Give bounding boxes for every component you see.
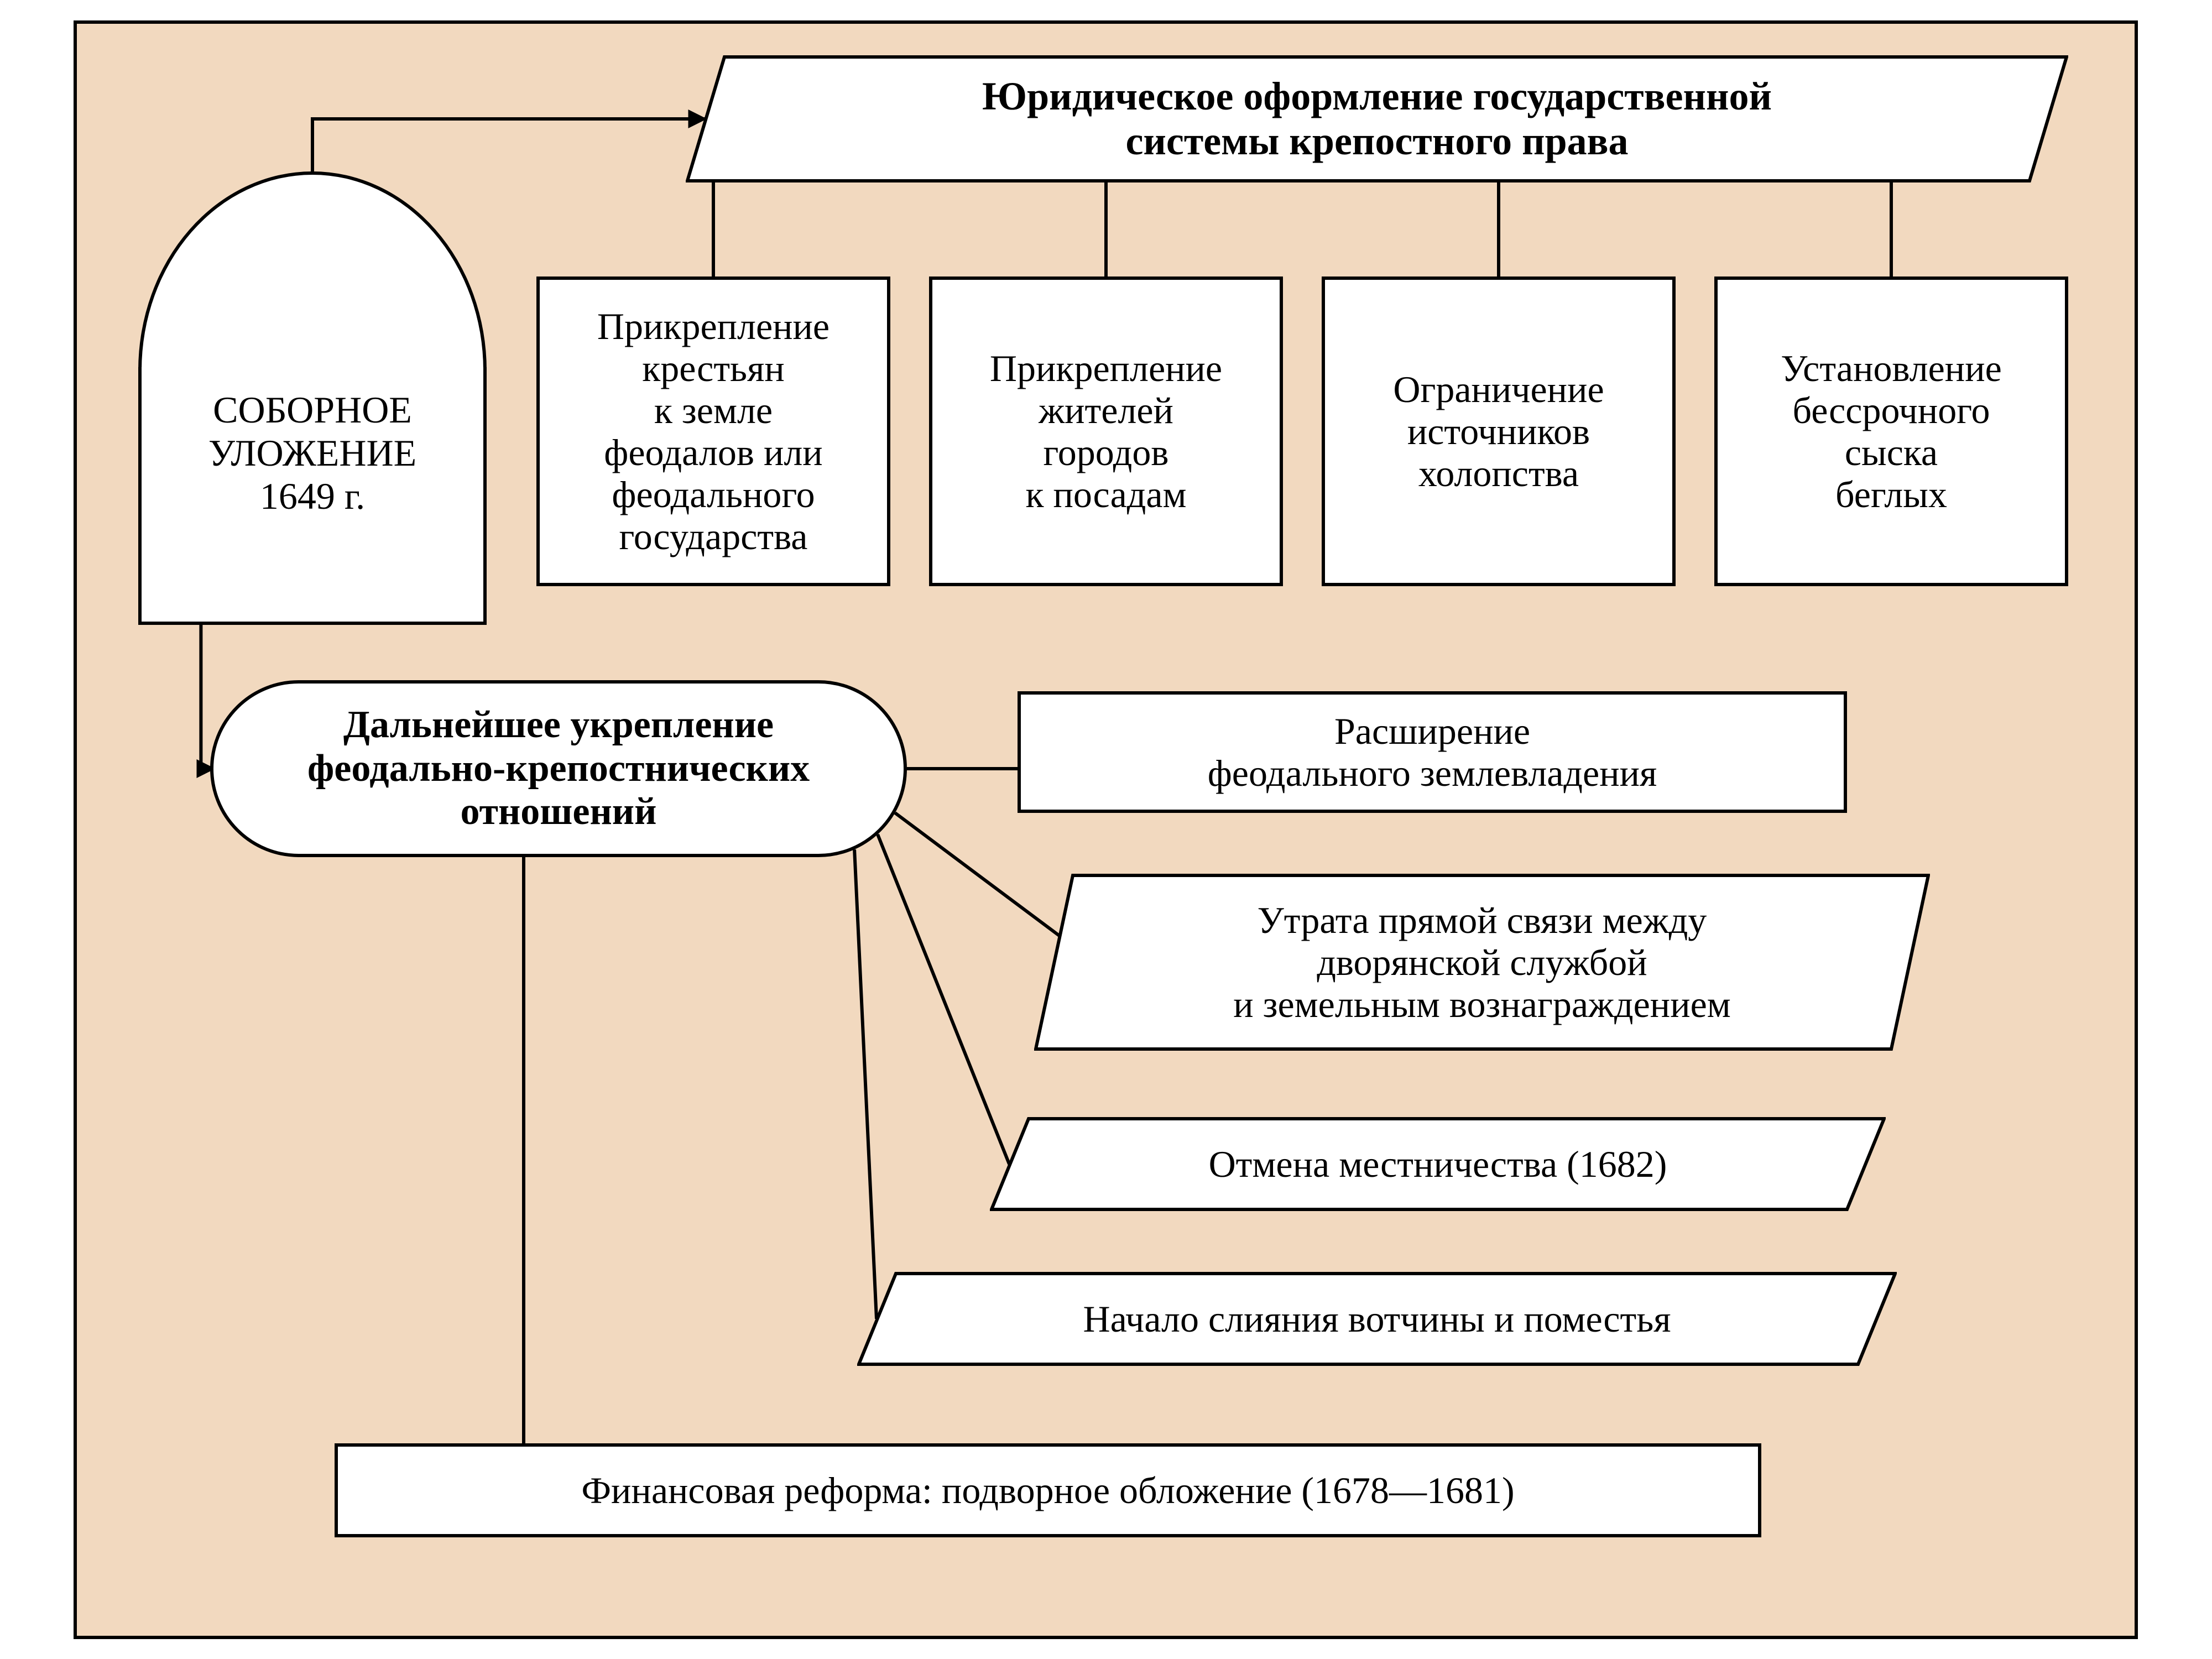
node-b3-text: Отмена местничества (1682) bbox=[1209, 1143, 1667, 1185]
node-title-text: Юридическое оформление государственнойси… bbox=[982, 74, 1772, 163]
node-a1-text: Прикреплениекрестьянк землефеодалов илиф… bbox=[597, 305, 830, 558]
node-loss-of-link: Утрата прямой связи междудворянской служ… bbox=[1034, 874, 1930, 1051]
node-a4-text: Установлениебессрочногосыскабеглых bbox=[1781, 347, 2002, 516]
node-a2-text: Прикреплениежителейгородовк посадам bbox=[990, 347, 1222, 516]
node-b4-text: Начало слияния вотчины и поместья bbox=[1083, 1298, 1671, 1340]
node-land-expansion: Расширениефеодального землевладения bbox=[1018, 691, 1847, 813]
node-unlimited-search: Установлениебессрочногосыскабеглых bbox=[1714, 276, 2068, 586]
node-hub-text: Дальнейшее укреплениефеодально-крепостни… bbox=[307, 703, 810, 833]
node-title: Юридическое оформление государственнойси… bbox=[686, 55, 2068, 182]
node-abolish-mestnichestvo: Отмена местничества (1682) bbox=[990, 1117, 1886, 1211]
node-source-label: СОБОРНОЕУЛОЖЕНИЕ1649 г. bbox=[138, 281, 487, 625]
node-financial-reform: Финансовая реформа: подворное обложение … bbox=[335, 1443, 1761, 1537]
node-b2-text: Утрата прямой связи междудворянской служ… bbox=[1233, 899, 1731, 1025]
node-b1-text: Расширениефеодального землевладения bbox=[1208, 710, 1657, 794]
node-merge-votchina-pomestye: Начало слияния вотчины и поместья bbox=[857, 1272, 1897, 1366]
node-hub: Дальнейшее укреплениефеодально-крепостни… bbox=[210, 680, 907, 857]
node-attach-townspeople: Прикреплениежителейгородовк посадам bbox=[929, 276, 1283, 586]
diagram-stage: СОБОРНОЕУЛОЖЕНИЕ1649 г. Юридическое офор… bbox=[0, 0, 2212, 1659]
node-a3-text: Ограничениеисточниковхолопства bbox=[1393, 368, 1604, 494]
node-b5-text: Финансовая реформа: подворное обложение … bbox=[581, 1469, 1514, 1511]
node-limit-kholopstvo: Ограничениеисточниковхолопства bbox=[1322, 276, 1676, 586]
node-attach-peasants: Прикреплениекрестьянк землефеодалов илиф… bbox=[536, 276, 890, 586]
